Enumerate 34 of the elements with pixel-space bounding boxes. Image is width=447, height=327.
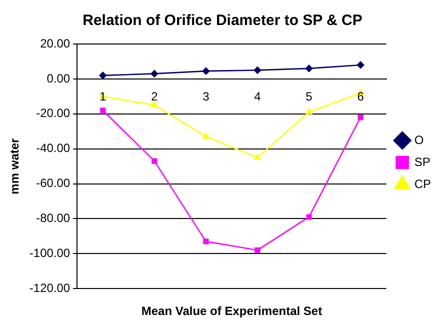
x-tick-label: 4 [254,89,262,104]
point [202,132,210,139]
point [152,158,158,164]
x-tick-label: 5 [306,89,313,104]
x-tick-label: 3 [202,89,210,104]
point [358,114,364,120]
y-tick-label: 0.00 [46,71,70,86]
point [99,72,107,80]
point [254,154,261,160]
y-tick-label: -20.00 [36,106,70,120]
point [254,247,260,253]
y-tick-label: -40.00 [36,141,70,156]
point [305,64,313,72]
point [202,67,210,75]
y-tick-label: -120.00 [29,280,70,295]
point [100,108,106,114]
y-axis-title: mm water [8,138,22,194]
x-tick-label: 2 [151,89,158,104]
point [356,61,364,69]
y-tick-label: -80.00 [36,211,70,226]
y-tick-label: 20.00 [40,36,70,50]
legend-label: O [414,132,424,147]
legend-label: SP [414,154,430,169]
point [150,70,158,78]
chart-title: Relation of Orifice Diameter to SP & CP [82,12,362,30]
point [203,238,209,244]
legend-label: CP [414,176,431,191]
y-tick-label: -60.00 [36,176,70,190]
point [151,102,158,108]
point [306,214,312,220]
point [254,66,262,74]
x-axis-title: Mean Value of Experimental Set [141,304,322,318]
point [306,108,312,114]
y-tick-label: -100.00 [29,246,70,260]
